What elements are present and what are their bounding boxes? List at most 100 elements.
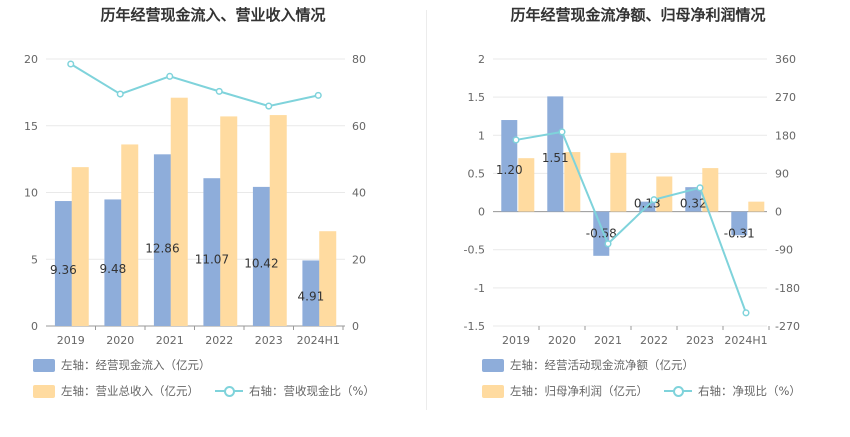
y-tick-label-right: 40 [352, 187, 366, 200]
bar-secondary [71, 167, 89, 326]
data-label: 12.86 [145, 242, 179, 256]
ratio-point [696, 184, 704, 192]
data-label: 4.91 [298, 290, 325, 304]
data-label: 10.42 [244, 256, 278, 270]
x-tick-label: 2019 [502, 334, 530, 347]
legend-row-1: 左轴：经营现金流入（亿元） [33, 357, 211, 373]
chart-title: 历年经营现金流净额、归母净利润情况 [510, 6, 766, 24]
y-tick-label-left: 0 [31, 320, 38, 333]
legend-row-1: 左轴：经营活动现金流净额（亿元） [482, 357, 694, 373]
bar-primary [203, 178, 221, 326]
bar-primary [547, 96, 564, 212]
y-tick-label-left: 10 [24, 187, 38, 200]
x-tick-label: 2022 [640, 334, 668, 347]
bar-secondary [518, 158, 535, 212]
bar-secondary [702, 168, 719, 212]
ratio-point [314, 91, 322, 99]
legend-label-cash-ratio: 右轴：净现比（%） [698, 384, 801, 398]
legend-row-2: 左轴：归母净利润（亿元） 右轴：净现比（%） [482, 383, 801, 399]
data-label: 11.07 [195, 252, 229, 266]
y-tick-label-right: 360 [775, 53, 796, 66]
bar-secondary [170, 97, 188, 326]
y-tick-label-left: 2 [478, 53, 485, 66]
ratio-point [67, 60, 75, 68]
legend-label-ratio: 右轴：营收现金比（%） [249, 384, 375, 398]
legend-swatch-net-cash [482, 358, 504, 372]
bar-primary [302, 260, 320, 326]
bar-secondary [656, 176, 673, 212]
y-tick-label-right: 180 [775, 129, 796, 142]
chart-plot-area: 20 80 15 60 10 40 5 20 0 0 2019 9.36 2020 9.48 2021 12.… [24, 53, 366, 347]
bar-secondary [269, 115, 287, 326]
data-label: -0.58 [586, 227, 617, 241]
ratio-point [604, 240, 612, 248]
y-tick-label-left: 0.5 [468, 167, 486, 180]
y-tick-label-right: 60 [352, 120, 366, 133]
ratio-point [166, 72, 174, 80]
chart-panel-cash-inflow: 历年经营现金流入、营业收入情况 20 80 15 60 10 40 5 20 0 0 2019 9.3… [24, 6, 375, 399]
bar-primary [731, 211, 748, 236]
legend-swatch-cash-inflow [33, 358, 55, 372]
data-label: -0.31 [724, 227, 755, 241]
y-tick-label-left: 5 [31, 253, 38, 266]
bar-primary [104, 199, 122, 326]
x-tick-label: 2021 [156, 334, 184, 347]
bar-primary [153, 154, 171, 326]
bar-secondary [610, 152, 627, 212]
bar-primary [252, 186, 270, 326]
legend-label-revenue: 左轴：营业总收入（亿元） [61, 384, 199, 398]
bar-primary [685, 187, 702, 212]
data-label: 9.48 [100, 262, 127, 276]
data-label: 1.20 [496, 163, 523, 177]
panel-divider [426, 10, 427, 410]
y-tick-label-left: 15 [24, 120, 38, 133]
y-tick-label-right: -270 [775, 320, 800, 333]
legend-row-2: 左轴：营业总收入（亿元） 右轴：营收现金比（%） [33, 383, 375, 399]
x-tick-label: 2023 [255, 334, 283, 347]
legend-swatch-ratio [215, 384, 243, 398]
x-tick-label: 2023 [686, 334, 714, 347]
x-tick-label: 2024H1 [297, 334, 340, 347]
bar-secondary [319, 231, 337, 326]
legend-swatch-net-profit [482, 384, 504, 398]
y-tick-label-right: 0 [352, 320, 359, 333]
data-label: 9.36 [50, 263, 77, 277]
y-tick-label-left: -1.5 [464, 320, 485, 333]
ratio-line [70, 63, 319, 108]
ratio-point [116, 90, 124, 98]
x-tick-label: 2019 [57, 334, 85, 347]
bar-primary [54, 201, 72, 326]
x-tick-label: 2024H1 [724, 334, 767, 347]
y-tick-label-left: -1 [474, 282, 485, 295]
ratio-point [215, 87, 223, 95]
y-tick-label-right: 20 [352, 253, 366, 266]
ratio-point [742, 309, 750, 317]
y-tick-label-right: 0 [775, 206, 782, 219]
y-tick-label-left: -0.5 [464, 244, 485, 257]
legend-label-net-cash: 左轴：经营活动现金流净额（亿元） [510, 358, 694, 372]
y-tick-label-left: 1 [478, 129, 485, 142]
y-tick-label-right: -180 [775, 282, 800, 295]
bar-secondary [220, 116, 238, 326]
bar-primary [501, 120, 518, 212]
y-tick-label-right: 80 [352, 53, 366, 66]
bar-secondary [748, 201, 765, 212]
legend-label-net-profit: 左轴：归母净利润（亿元） [510, 384, 648, 398]
y-tick-label-left: 1.5 [468, 91, 486, 104]
ratio-line [515, 130, 747, 314]
legend-label-cash-inflow: 左轴：经营现金流入（亿元） [61, 358, 211, 372]
y-tick-label-right: 90 [775, 167, 789, 180]
chart-title: 历年经营现金流入、营业收入情况 [100, 6, 326, 24]
x-tick-label: 2022 [205, 334, 233, 347]
ratio-point [558, 128, 566, 136]
y-tick-label-right: 270 [775, 91, 796, 104]
ratio-point [265, 102, 273, 110]
y-tick-label-left: 0 [478, 206, 485, 219]
legend-swatch-cash-ratio [664, 384, 692, 398]
data-label: 0.32 [680, 196, 707, 210]
y-tick-label-right: -90 [775, 244, 793, 257]
data-label: 1.51 [542, 151, 569, 165]
x-tick-label: 2020 [548, 334, 576, 347]
ratio-point [512, 136, 520, 144]
x-tick-label: 2021 [594, 334, 622, 347]
